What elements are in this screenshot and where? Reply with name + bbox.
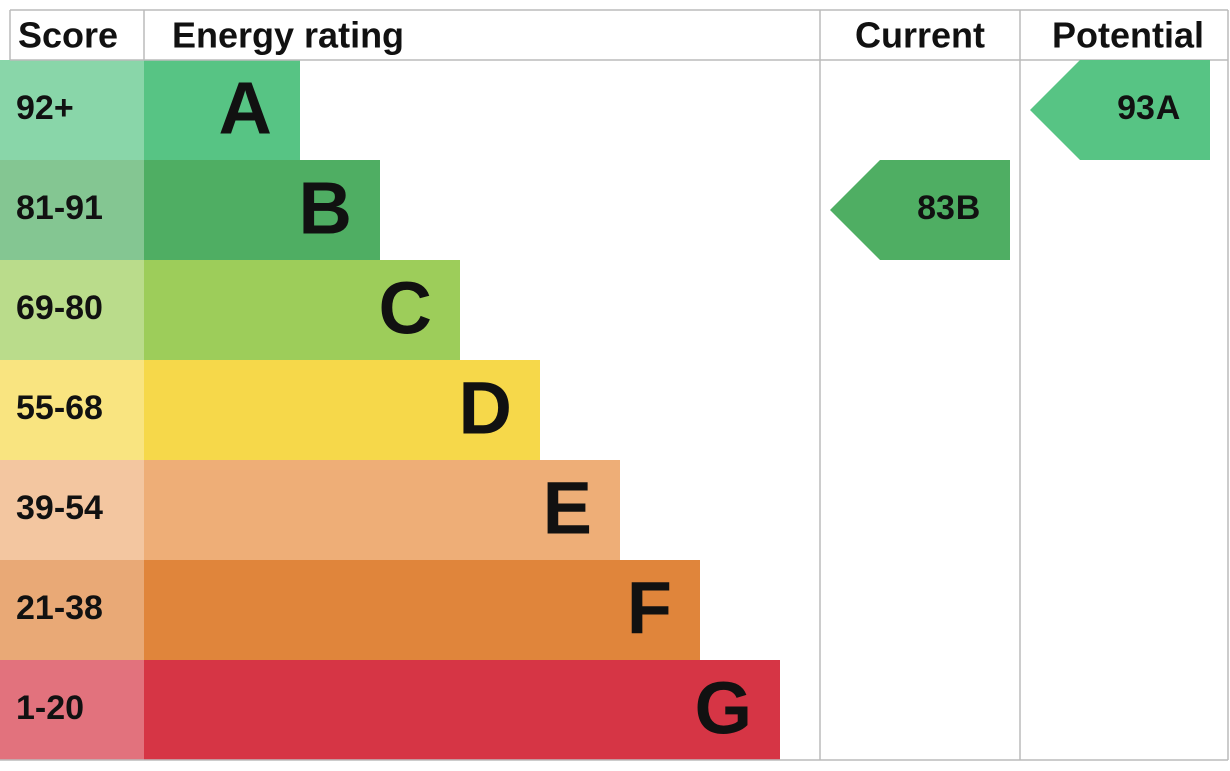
- score-cell: [0, 360, 144, 460]
- score-cell: [0, 160, 144, 260]
- score-range: 39-54: [16, 489, 103, 527]
- rating-letter: G: [694, 667, 752, 750]
- rating-bar: [144, 660, 780, 760]
- score-range: 55-68: [16, 389, 103, 427]
- rating-bar: [144, 560, 700, 660]
- score-range: 21-38: [16, 589, 103, 627]
- rating-bar: [144, 260, 460, 360]
- score-header: Score: [18, 15, 118, 56]
- score-cell: [0, 560, 144, 660]
- rating-bar: [144, 60, 300, 160]
- score-cell: [0, 60, 144, 160]
- rating-letter: E: [543, 467, 592, 550]
- rating-letter: A: [219, 67, 272, 150]
- score-cell-tint: [0, 260, 144, 360]
- current-header: Current: [855, 15, 985, 56]
- score-range: 81-91: [16, 189, 103, 227]
- score-cell-tint: [0, 360, 144, 460]
- score-cell-tint: [0, 660, 144, 760]
- score-range: 92+: [16, 89, 74, 127]
- rating-bar: [144, 160, 380, 260]
- score-range: 69-80: [16, 289, 103, 327]
- score-cell-tint: [0, 60, 144, 160]
- rating-bar: [144, 460, 620, 560]
- score-cell-tint: [0, 160, 144, 260]
- score-cell: [0, 660, 144, 760]
- rating-letter: C: [379, 267, 432, 350]
- rating-bar: [144, 360, 540, 460]
- potential-arrow: [1030, 60, 1210, 160]
- current-rating: B: [956, 189, 981, 227]
- score-cell: [0, 260, 144, 360]
- potential-rating: A: [1156, 89, 1181, 127]
- potential-header: Potential: [1052, 15, 1204, 56]
- rating-letter: D: [459, 367, 512, 450]
- potential-score: 93: [1117, 89, 1155, 127]
- score-cell-tint: [0, 560, 144, 660]
- current-score: 83: [917, 189, 955, 227]
- score-range: 1-20: [16, 689, 84, 727]
- rating-header: Energy rating: [172, 15, 404, 56]
- current-arrow: [830, 160, 1010, 260]
- rating-letter: F: [627, 567, 672, 650]
- score-cell: [0, 460, 144, 560]
- rating-letter: B: [299, 167, 352, 250]
- score-cell-tint: [0, 460, 144, 560]
